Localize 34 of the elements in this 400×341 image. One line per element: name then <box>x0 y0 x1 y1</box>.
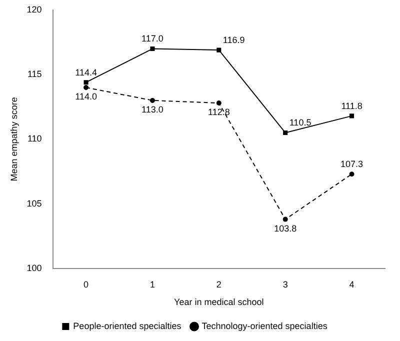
data-label: 114.0 <box>75 92 97 102</box>
point <box>150 46 155 52</box>
legend-label: People-oriented specialties <box>73 320 182 331</box>
legend-label: Technology-oriented specialties <box>202 320 328 331</box>
point <box>283 130 288 136</box>
point <box>84 80 88 85</box>
data-label: 117.0 <box>142 34 164 44</box>
y-tick-label: 105 <box>26 198 42 208</box>
data-label: 107.3 <box>340 159 364 170</box>
y-tick-label: 115 <box>27 69 42 80</box>
data-label: 111.8 <box>341 100 362 111</box>
data-label: 110.5 <box>289 118 312 128</box>
data-label: 112.8 <box>208 107 230 118</box>
data-label: 114.4 <box>75 67 97 78</box>
point <box>84 85 89 90</box>
x-tick-label: 2 <box>216 279 222 290</box>
x-axis-title: Year in medical school <box>174 297 264 308</box>
data-label: 103.8 <box>274 223 297 234</box>
y-tick-label: 100 <box>26 262 42 273</box>
point <box>216 48 222 52</box>
point <box>150 98 155 103</box>
x-tick-label: 4 <box>349 279 354 290</box>
x-tick-label: 3 <box>282 279 288 290</box>
point <box>350 114 354 118</box>
x-tick-label: 0 <box>84 279 89 290</box>
y-axis-title: Mean empathy score <box>8 97 19 182</box>
point <box>282 216 288 222</box>
data-label: 113.0 <box>142 104 164 114</box>
point <box>349 172 354 177</box>
y-tick-label: 120 <box>26 4 42 14</box>
data-label: 116.9 <box>222 35 245 46</box>
y-tick-label: 110 <box>27 134 42 144</box>
point <box>216 100 222 106</box>
x-tick-label: 1 <box>150 279 155 290</box>
